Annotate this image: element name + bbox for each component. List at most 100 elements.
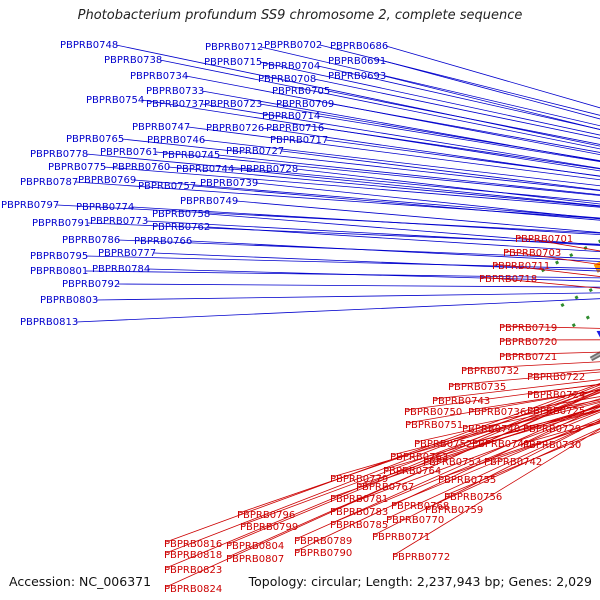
forward-cds-track [596, 330, 600, 338]
gene-label-pbprb0797: PBPRB0797 [1, 200, 59, 211]
forward-label-leader [95, 292, 600, 301]
gene-label-pbprb0714: PBPRB0714 [262, 111, 320, 122]
reverse-label-leader [426, 427, 600, 509]
gene-label-pbprb0758: PBPRB0758 [152, 209, 210, 220]
gene-label-pbprb0733: PBPRB0733 [146, 86, 204, 97]
gene-label-pbprb0778: PBPRB0778 [30, 149, 88, 160]
forward-label-leader [202, 139, 600, 187]
gene-label-pbprb0746: PBPRB0746 [147, 135, 205, 146]
gene-label-pbprb0686: PBPRB0686 [330, 41, 388, 52]
reverse-label-leader [406, 389, 600, 424]
gene-label-pbprb0803: PBPRB0803 [40, 295, 98, 306]
gene-label-pbprb0775: PBPRB0775 [48, 162, 106, 173]
forward-label-leader [193, 185, 600, 221]
gene-label-pbprb0807: PBPRB0807 [226, 554, 284, 565]
reverse-label-leader [165, 382, 600, 543]
gene-label-pbprb0750: PBPRB0750 [404, 407, 462, 418]
forward-label-leader [317, 115, 600, 163]
gene-label-pbprb0813: PBPRB0813 [20, 317, 78, 328]
reverse-label-leader [462, 361, 600, 370]
gene-label-pbprb0739: PBPRB0739 [200, 178, 258, 189]
forward-label-leader [281, 150, 600, 191]
gene-label-pbprb0715: PBPRB0715 [204, 57, 262, 68]
forward-label-leader [331, 103, 600, 153]
reverse-label-leader [415, 400, 600, 443]
reverse-label-leader [424, 410, 600, 461]
gene-label-pbprb0732: PBPRB0732 [461, 366, 519, 377]
gene-label-pbprb0785: PBPRB0785 [330, 520, 388, 531]
forward-label-leader [235, 200, 600, 233]
map-title: Photobacterium profundum SS9 chromosome … [77, 8, 523, 23]
gene-label-pbprb0711: PBPRB0711 [492, 261, 550, 272]
forward-gene-labels: PBPRB0748PBPRB0738PBPRB0734PBPRB0733PBPR… [1, 40, 600, 328]
genome-summary-text: Topology: circular; Length: 2,237,943 bp… [248, 574, 592, 589]
forward-label-leader [117, 283, 600, 288]
gene-label-pbprb0747: PBPRB0747 [132, 122, 190, 133]
forward-label-leader [207, 226, 600, 253]
forward-label-leader [167, 166, 600, 207]
gene-label-pbprb0742: PBPRB0742 [484, 457, 542, 468]
forward-cds-track-arrow [596, 330, 600, 338]
gene-label-pbprb0757: PBPRB0757 [138, 181, 196, 192]
gene-label-pbprb0736: PBPRB0736 [468, 407, 526, 418]
gene-label-pbprb0759: PBPRB0759 [425, 505, 483, 516]
gene-label-pbprb0741: PBPRB0741 [472, 439, 530, 450]
forward-label-leader [189, 240, 600, 262]
gene-label-pbprb0774: PBPRB0774 [76, 202, 134, 213]
forward-label-leader [153, 252, 600, 272]
gene-label-pbprb0738: PBPRB0738 [104, 55, 162, 66]
gene-label-pbprb0709: PBPRB0709 [276, 99, 334, 110]
forward-label-leader [145, 220, 600, 246]
reverse-label-leader [405, 383, 600, 411]
gene-label-pbprb0783: PBPRB0783 [330, 507, 388, 518]
gene-label-pbprb0727: PBPRB0727 [226, 146, 284, 157]
forward-label-leader [260, 46, 600, 127]
reverse-label-leader [433, 379, 600, 400]
gene-label-pbprb0768: PBPRB0768 [391, 501, 449, 512]
reverse-gene-labels: PBPRB0701 PBPRB0703 PBPRB0711 PBPRB0718 PBPR… [164, 234, 600, 595]
reverse-label-leader [331, 410, 600, 511]
gene-label-pbprb0773: PBPRB0773 [90, 216, 148, 227]
gene-label-pbprb0703: PBPRB0703 [503, 248, 561, 259]
gene-label-pbprb0735: PBPRB0735 [448, 382, 506, 393]
reverse-label-leader [165, 389, 600, 588]
forward-label-leader [117, 239, 600, 260]
gene-label-pbprb0702: PBPRB0702 [264, 40, 322, 51]
gene-label-pbprb0712: PBPRB0712 [205, 42, 263, 53]
gene-label-pbprb0764: PBPRB0764 [383, 466, 441, 477]
gene-label-pbprb0723: PBPRB0723 [204, 99, 262, 110]
forward-label-leader [85, 255, 600, 269]
reverse-label-leader [357, 406, 600, 486]
gene-label-pbprb0740: PBPRB0740 [462, 424, 520, 435]
gene-label-pbprb0816: PBPRB0816 [164, 539, 222, 550]
reverse-label-leader [331, 411, 600, 524]
gene-label-pbprb0734: PBPRB0734 [130, 71, 188, 82]
reverse-label-leader [392, 418, 600, 505]
gene-label-pbprb0763: PBPRB0763 [390, 452, 448, 463]
forward-label-leader [327, 90, 600, 145]
forward-label-leader [75, 298, 600, 323]
reverse-label-leader [165, 386, 600, 569]
gene-label-pbprb0769: PBPRB0769 [78, 175, 136, 186]
gene-label-pbprb0824: PBPRB0824 [164, 584, 222, 595]
gene-label-pbprb0792: PBPRB0792 [62, 279, 120, 290]
gene-label-pbprb0716: PBPRB0716 [266, 123, 324, 134]
forward-label-leader [103, 166, 600, 208]
gene-label-pbprb0761: PBPRB0761 [100, 147, 158, 158]
reverse-label-leader [373, 419, 600, 536]
forward-label-leader [147, 268, 600, 282]
gene-label-pbprb0779: PBPRB0779 [330, 474, 388, 485]
gene-label-pbprb0790: PBPRB0790 [294, 548, 352, 559]
forward-label-leader [231, 168, 600, 207]
gene-label-pbprb0728: PBPRB0728 [240, 164, 298, 175]
gene-label-pbprb0720: PBPRB0720 [499, 337, 557, 348]
forward-label-leader [133, 179, 600, 219]
forward-label-leader [255, 182, 600, 220]
gene-label-pbprb0745: PBPRB0745 [162, 150, 220, 161]
forward-label-leader [383, 75, 600, 130]
gene-label-pbprb0754: PBPRB0754 [86, 95, 144, 106]
gene-label-pbprb0766: PBPRB0766 [134, 236, 192, 247]
reverse-label-leader [165, 384, 600, 554]
forward-label-leader [259, 103, 600, 162]
